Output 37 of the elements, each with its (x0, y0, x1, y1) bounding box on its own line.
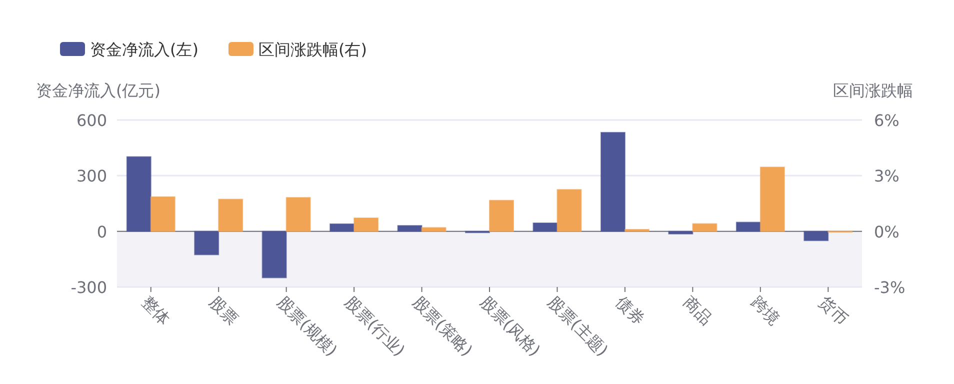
y-axis-title: 资金净流入(亿元) (36, 81, 160, 100)
y-tick-label: 600 (76, 111, 107, 130)
x-tick-label: 股票 (206, 292, 242, 328)
bar (804, 230, 829, 242)
bar (600, 132, 626, 232)
x-tick-label: 跨境 (748, 292, 784, 328)
bar (532, 222, 558, 232)
x-tick-label: 债券 (612, 292, 648, 328)
x-tick-label: 股票(主题) (544, 292, 612, 360)
bar (194, 230, 220, 256)
bar (262, 230, 287, 278)
y2-tick-label: -3% (874, 278, 906, 297)
y-tick-label: 300 (76, 166, 107, 186)
y-tick-label: -300 (70, 278, 107, 297)
bar (760, 166, 785, 232)
bar (736, 222, 761, 232)
y2-axis-title: 区间涨跌幅 (833, 81, 913, 100)
y-tick-label: 0 (96, 222, 107, 242)
x-tick-label: 股票(风格) (476, 292, 544, 360)
bar (286, 197, 311, 232)
bar (489, 200, 514, 232)
y2-tick-label: 3% (874, 166, 900, 186)
bar (668, 230, 694, 234)
bar (692, 223, 718, 232)
x-tick-label: 股票(策略) (408, 292, 476, 360)
x-tick-label: 股票(行业) (341, 292, 409, 360)
legend-label: 资金净流入(左) (90, 40, 198, 59)
y2-tick-label: 0% (874, 222, 900, 242)
x-tick-label: 股票(规模) (273, 292, 342, 360)
bar (218, 198, 244, 232)
x-tick-label: 商品 (680, 292, 716, 328)
bar (126, 156, 152, 232)
legend-label: 区间涨跌幅(右) (258, 40, 367, 59)
bar (556, 189, 582, 232)
x-tick-label: 货币 (815, 292, 852, 328)
x-tick-label: 整体 (138, 292, 174, 328)
y2-tick-label: 6% (874, 111, 900, 130)
